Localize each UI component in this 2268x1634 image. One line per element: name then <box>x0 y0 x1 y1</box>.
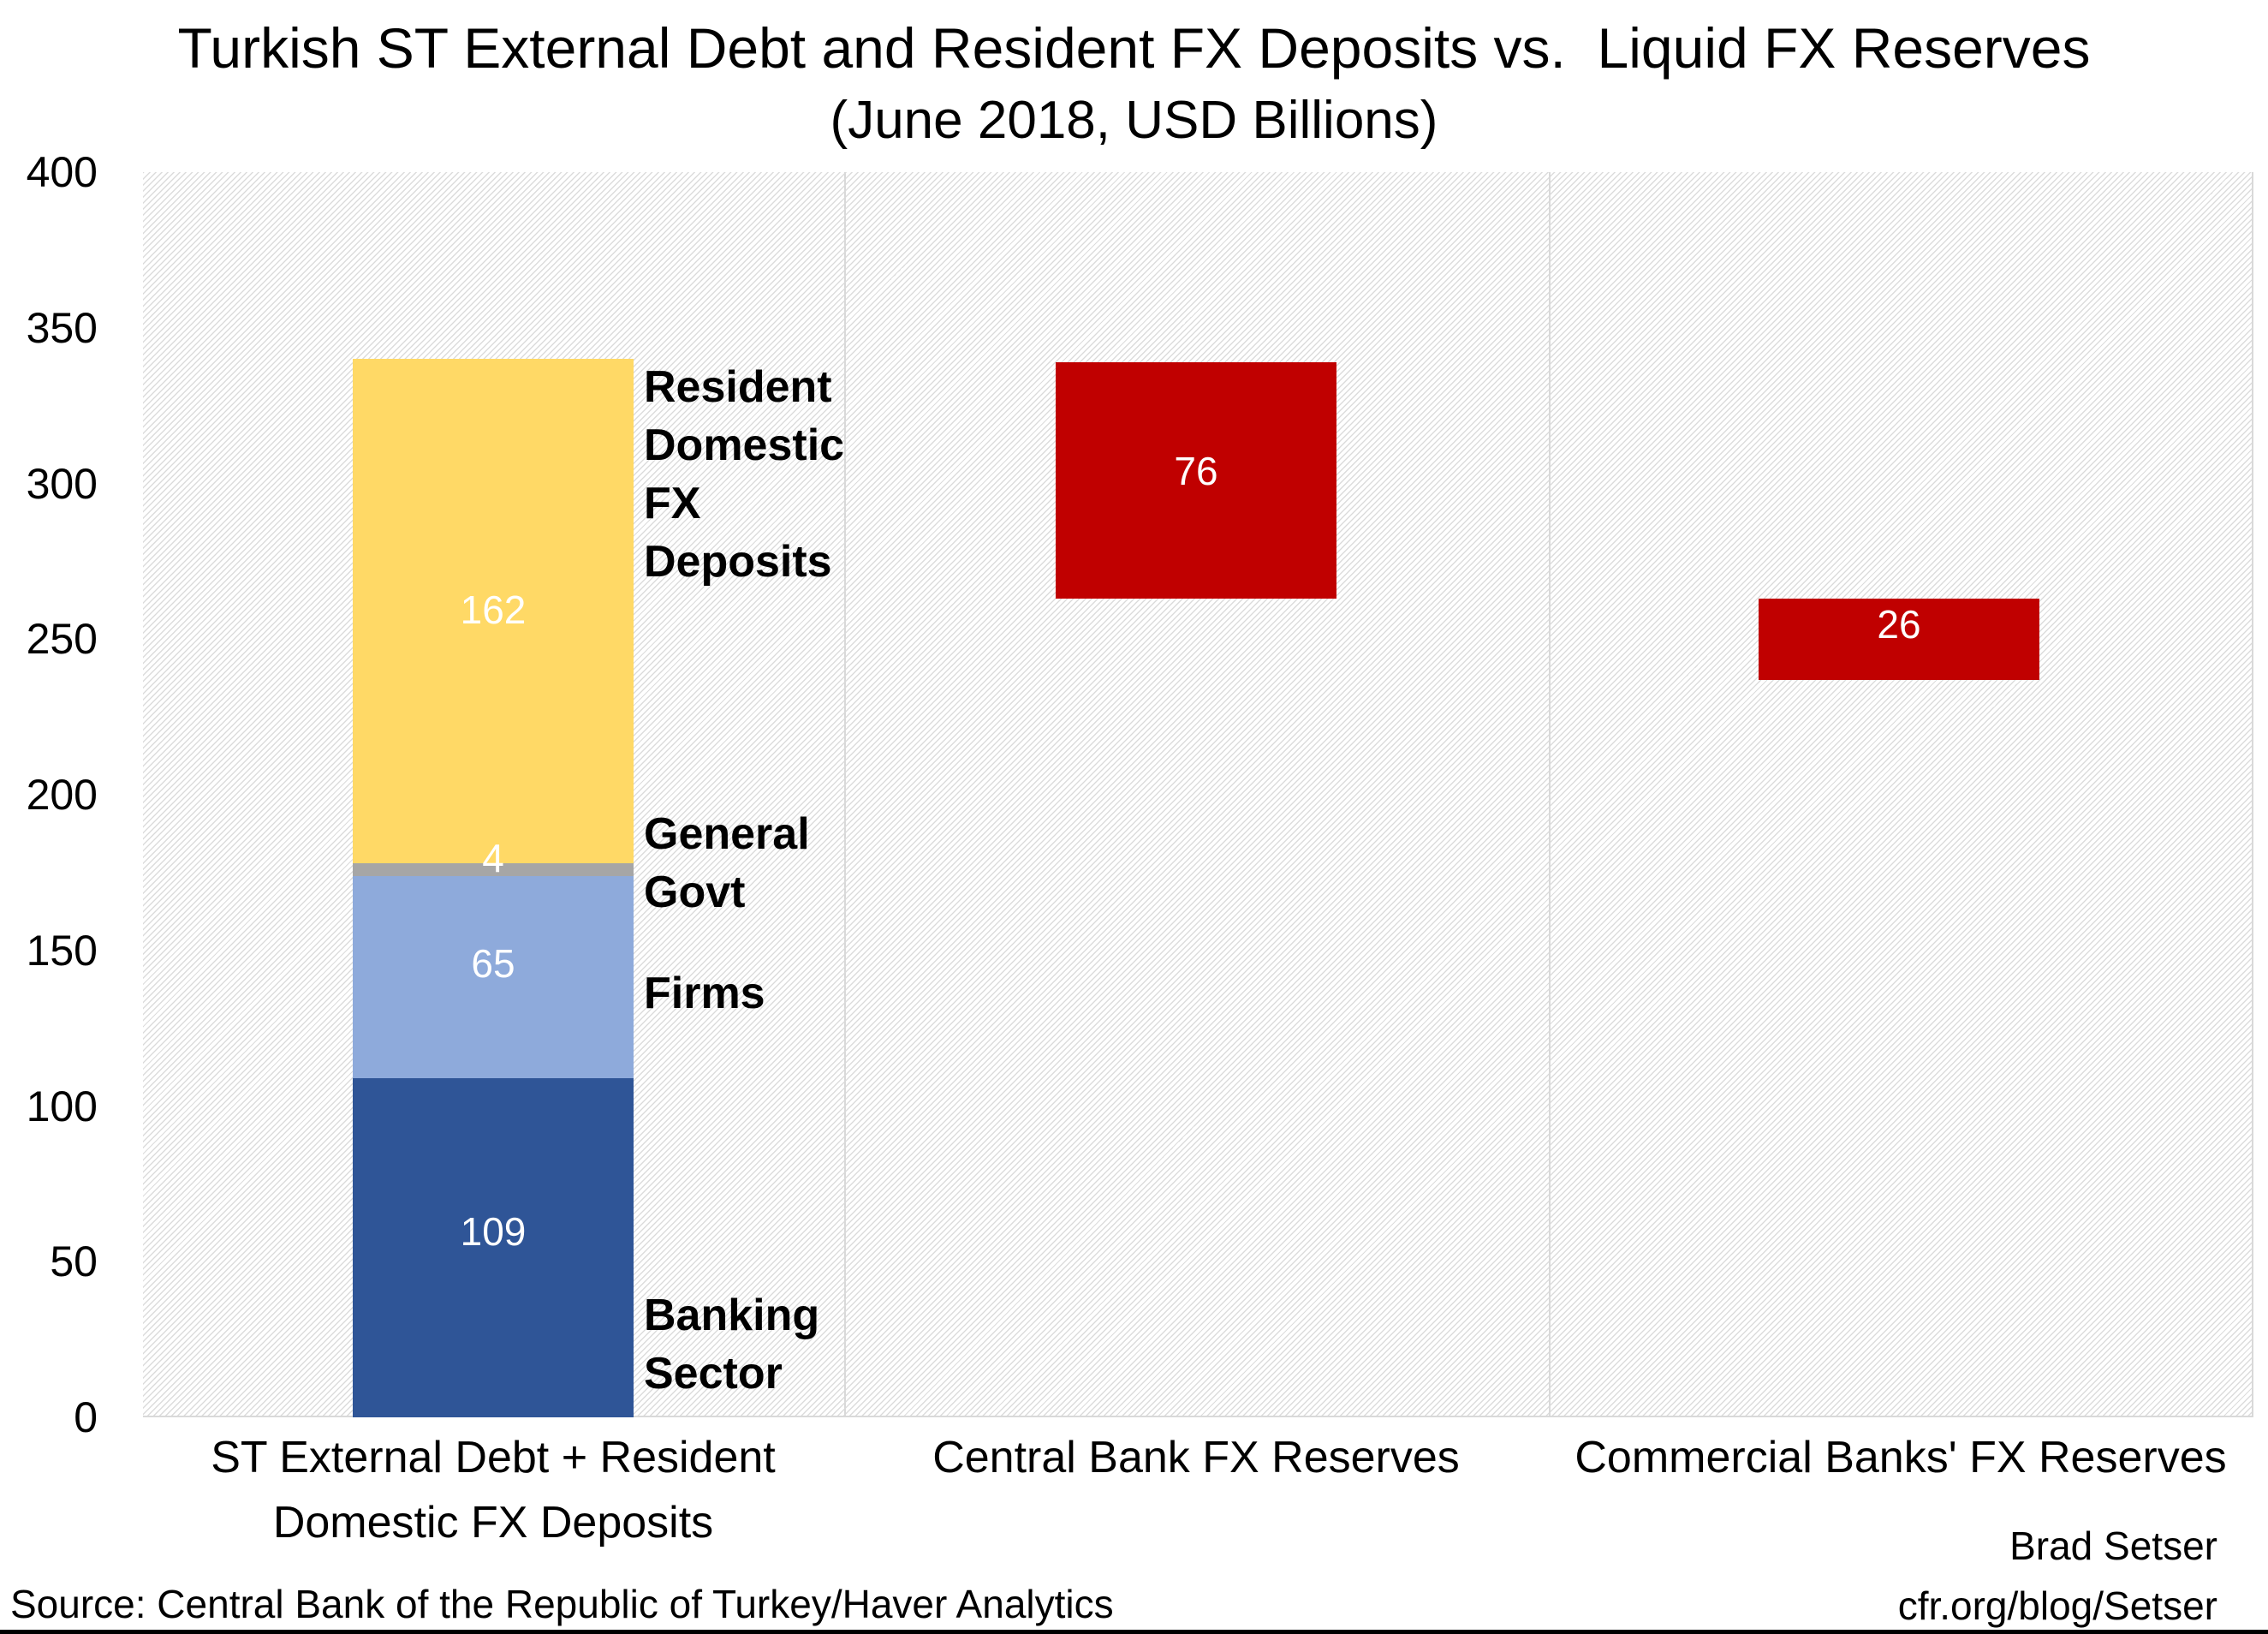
bar-segment-general-govt <box>353 863 634 876</box>
y-axis-tick-250: 250 <box>26 615 98 663</box>
bar-central-bank-reserves <box>1056 362 1336 599</box>
credit-site: cfr.org/blog/Setser <box>1897 1583 2217 1628</box>
value-label-central-bank: 76 <box>1174 449 1218 493</box>
y-axis-tick-350: 350 <box>26 304 98 352</box>
value-label-banking-sector: 109 <box>460 1209 527 1254</box>
y-axis-tick-100: 100 <box>26 1082 98 1130</box>
y-axis-tick-200: 200 <box>26 771 98 819</box>
value-label-firms: 65 <box>471 941 515 986</box>
chart-subtitle: (June 2018, USD Billions) <box>830 91 1438 150</box>
x-axis-label-debt-deposits: ST External Debt + Resident Domestic FX … <box>211 1433 776 1548</box>
annotation-firms: Firms <box>644 969 765 1018</box>
bar-segment-firms <box>353 876 634 1078</box>
y-axis-tick-0: 0 <box>74 1393 98 1441</box>
y-axis-tick-300: 300 <box>26 460 98 508</box>
y-axis-tick-400: 400 <box>26 148 98 196</box>
credit-block: Brad Setser cfr.org/blog/Setser <box>1898 1516 2217 1634</box>
bottom-rule <box>0 1630 2268 1634</box>
bar-segment-banking-sector <box>353 1078 634 1417</box>
annotation-general-govt: General Govt <box>644 809 810 917</box>
category-separator-1 <box>844 172 846 1416</box>
credit-author: Brad Setser <box>2009 1524 2217 1568</box>
value-label-resident-deposits: 162 <box>460 587 527 632</box>
value-label-commercial-banks: 26 <box>1877 602 1921 647</box>
x-axis-label-central-bank: Central Bank FX Reserves <box>932 1433 1460 1482</box>
bar-commercial-banks-reserves <box>1759 599 2039 680</box>
value-label-general-govt: 4 <box>482 836 504 880</box>
y-axis-tick-50: 50 <box>50 1237 98 1285</box>
category-separator-2 <box>1549 172 1551 1416</box>
annotation-resident-deposits: Resident Domestic FX Deposits <box>644 362 845 587</box>
x-axis-label-commercial-banks: Commercial Banks' FX Reserves <box>1575 1433 2227 1482</box>
annotation-banking-sector: Banking Sector <box>644 1291 820 1398</box>
y-axis-tick-150: 150 <box>26 927 98 975</box>
source-note: Source: Central Bank of the Republic of … <box>10 1582 1114 1626</box>
bar-segment-resident-deposits <box>353 359 634 863</box>
chart-title: Turkish ST External Debt and Resident FX… <box>177 16 2091 80</box>
